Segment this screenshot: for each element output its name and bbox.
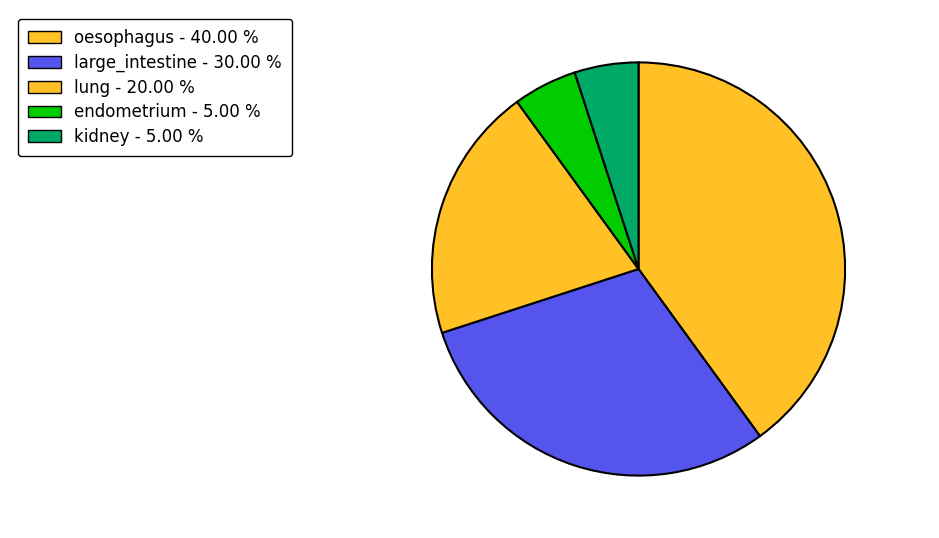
Wedge shape (517, 73, 639, 269)
Wedge shape (639, 62, 845, 436)
Legend: oesophagus - 40.00 %, large_intestine - 30.00 %, lung - 20.00 %, endometrium - 5: oesophagus - 40.00 %, large_intestine - … (18, 19, 292, 156)
Wedge shape (442, 269, 760, 476)
Wedge shape (432, 102, 639, 333)
Wedge shape (575, 62, 639, 269)
